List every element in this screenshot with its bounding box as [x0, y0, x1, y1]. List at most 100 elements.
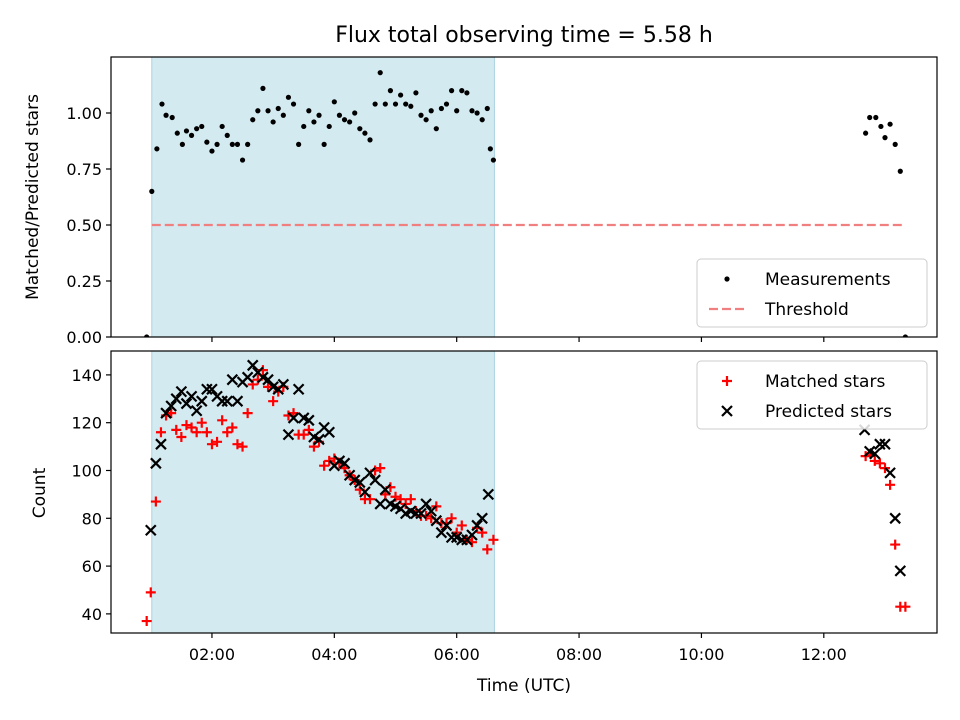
predicted-point — [425, 505, 437, 517]
matched-point — [268, 396, 279, 407]
x-tick-label: 10:00 — [678, 645, 724, 664]
measurement-point — [306, 108, 312, 114]
axes-frame — [110, 56, 938, 338]
measurement-point — [341, 117, 348, 123]
x-tick-label: 02:00 — [189, 645, 235, 664]
predicted-point — [313, 433, 325, 446]
matched-point — [222, 427, 233, 438]
measurement-point — [224, 132, 230, 138]
measurement-point — [352, 110, 358, 116]
measurement-point — [179, 141, 185, 147]
measurement-point — [408, 103, 414, 109]
measurement-point — [362, 130, 368, 136]
predicted-point — [440, 519, 453, 532]
matched-point — [206, 439, 217, 450]
measurement-point — [487, 146, 493, 152]
measurement-point — [219, 123, 225, 130]
predicted-point — [201, 383, 213, 396]
predicted-point — [374, 498, 386, 510]
shaded-observing-interval — [151, 351, 495, 633]
measurement-point — [377, 70, 383, 76]
predicted-point — [476, 512, 488, 525]
measurement-point — [311, 119, 317, 125]
predicted-point — [869, 447, 881, 460]
legend-plus-icon — [722, 376, 732, 386]
series-predicted-stars — [144, 359, 907, 577]
predicted-point — [323, 426, 336, 439]
measurement-point — [209, 148, 215, 154]
measurement-point — [897, 168, 903, 174]
matched-point — [482, 544, 493, 555]
y-tick-label: 0.75 — [66, 160, 102, 179]
measurement-point — [214, 141, 220, 147]
measurement-point — [265, 108, 271, 114]
predicted-point — [262, 373, 274, 386]
shaded-observing-interval — [151, 57, 495, 337]
legend-label: Predicted stars — [765, 402, 892, 422]
measurement-point — [144, 334, 150, 337]
measurement-point — [448, 88, 455, 94]
predicted-point — [430, 514, 443, 527]
legend-x-icon — [721, 405, 733, 417]
predicted-point — [359, 486, 371, 498]
measurement-point — [296, 141, 302, 147]
measurement-point — [490, 157, 497, 163]
measurement-point — [169, 114, 175, 121]
matched-point — [181, 420, 192, 431]
chart-title: Flux total observing time = 5.58 h — [335, 23, 713, 48]
measurement-point — [367, 137, 373, 143]
matched-point — [212, 436, 223, 447]
predicted-point — [379, 483, 392, 496]
predicted-point — [456, 534, 468, 546]
matched-point — [263, 381, 274, 392]
matched-point — [319, 460, 330, 471]
predicted-point — [884, 467, 896, 479]
matched-point — [232, 439, 243, 450]
measurement-point — [199, 123, 205, 130]
y-tick-label: 0.00 — [66, 328, 102, 347]
measurement-point — [301, 123, 307, 130]
legend-item: Measurements — [724, 270, 891, 290]
matched-point — [885, 479, 896, 490]
matched-point — [141, 616, 152, 627]
measurement-point — [882, 135, 888, 141]
measurement-point — [873, 114, 879, 121]
y-tick-label: 1.00 — [66, 104, 102, 123]
measurement-point — [174, 130, 180, 136]
predicted-point — [165, 400, 177, 412]
legend-item: Predicted stars — [721, 402, 892, 422]
y-tick-label: 140 — [71, 366, 102, 385]
predicted-point — [471, 519, 483, 532]
measurement-point — [357, 126, 363, 132]
measurement-point — [418, 112, 424, 118]
legend: Measurements Threshold — [696, 258, 928, 328]
predicted-point — [155, 438, 167, 450]
measurement-point — [474, 110, 480, 116]
predicted-point — [277, 378, 290, 391]
measurement-point — [229, 141, 235, 147]
measurement-point — [428, 108, 434, 114]
measurement-point — [403, 101, 409, 107]
matched-point — [890, 539, 901, 550]
measurement-point — [290, 101, 297, 107]
predicted-point — [231, 395, 244, 407]
predicted-point — [415, 507, 427, 520]
predicted-point — [303, 414, 315, 427]
predicted-point — [874, 438, 886, 450]
legend-item: Matched stars — [722, 372, 885, 392]
measurement-point — [443, 101, 450, 107]
predicted-point — [338, 457, 351, 470]
matched-point — [874, 458, 885, 469]
measurement-point — [459, 88, 465, 94]
measurement-point — [321, 141, 327, 147]
matched-point — [869, 455, 880, 466]
predicted-point — [292, 383, 305, 396]
measurement-point — [878, 123, 884, 130]
measurement-point — [867, 114, 873, 121]
predicted-point — [364, 467, 376, 479]
measurement-point — [183, 128, 190, 134]
measurement-point — [326, 123, 332, 130]
axes-frame — [110, 350, 938, 634]
matched-point — [242, 408, 253, 419]
predicted-point — [282, 428, 295, 441]
